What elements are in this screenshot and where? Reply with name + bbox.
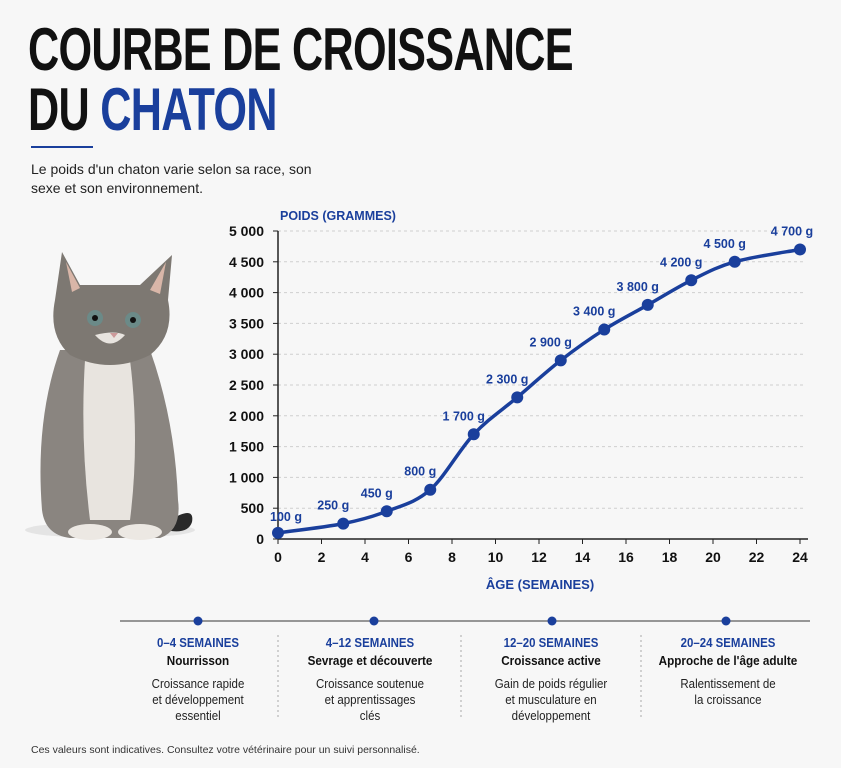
growth-curve bbox=[277, 247, 801, 535]
x-tick-label: 14 bbox=[575, 549, 591, 565]
y-tick-label: 0 bbox=[256, 531, 264, 547]
subtitle: Le poids d'un chaton varie selon sa race… bbox=[31, 161, 312, 196]
stage-12-20: 12–20 SEMAINES Croissance active Gain de… bbox=[466, 635, 636, 724]
y-tick-label: 3 000 bbox=[229, 346, 264, 362]
footer-note: Ces valeurs sont indicatives. Consultez … bbox=[31, 744, 420, 756]
data-label: 3 400 g bbox=[573, 305, 615, 319]
y-tick-label: 2 000 bbox=[229, 408, 264, 424]
timeline bbox=[120, 616, 810, 720]
x-tick-label: 22 bbox=[749, 549, 765, 565]
stage-name: Nourrisson bbox=[166, 653, 230, 668]
stage-name: Croissance active bbox=[501, 653, 601, 668]
data-label: 4 200 g bbox=[660, 255, 702, 269]
stage-name: Approche de l'âge adulte bbox=[658, 653, 798, 668]
page-title-line1: COURBE DE CROISSANCE bbox=[28, 16, 574, 83]
x-axis-label: ÂGE (SEMAINES) bbox=[486, 577, 594, 592]
y-tick-label: 1 500 bbox=[229, 439, 264, 455]
y-tick-label: 2 500 bbox=[229, 377, 264, 393]
data-label: 800 g bbox=[404, 465, 436, 479]
stage-range: 12–20 SEMAINES bbox=[503, 635, 599, 650]
data-point bbox=[380, 505, 393, 518]
data-point bbox=[641, 298, 654, 311]
stage-4-12: 4–12 SEMAINES Sevrage et découverte Croi… bbox=[285, 635, 455, 724]
x-tick-label: 10 bbox=[488, 549, 504, 565]
data-point bbox=[272, 526, 284, 539]
x-tick-label: 2 bbox=[318, 549, 326, 565]
data-label: 1 700 g bbox=[443, 409, 485, 423]
page-title-line2: DU CHATON bbox=[28, 80, 277, 140]
y-tick-label: 3 500 bbox=[229, 315, 264, 331]
data-label: 250 g bbox=[317, 499, 349, 513]
x-tick-label: 24 bbox=[792, 549, 808, 565]
data-point bbox=[728, 255, 741, 268]
title-prefix: DU bbox=[28, 76, 90, 143]
stage-0-4: 0–4 SEMAINES Nourrisson Croissance rapid… bbox=[113, 635, 283, 724]
y-tick-label: 4 500 bbox=[229, 254, 264, 270]
y-tick-label: 500 bbox=[241, 500, 265, 516]
stage-range: 4–12 SEMAINES bbox=[325, 635, 415, 650]
stage-desc: Ralentissement de la croissance bbox=[680, 677, 776, 707]
x-tick-label: 12 bbox=[531, 549, 547, 565]
data-label: 2 300 g bbox=[486, 372, 528, 386]
data-point bbox=[337, 517, 350, 530]
data-label: 4 500 g bbox=[704, 237, 746, 251]
x-tick-label: 16 bbox=[618, 549, 634, 565]
data-label: 450 g bbox=[361, 486, 393, 500]
x-tick-label: 20 bbox=[705, 549, 721, 565]
data-label: 100 g bbox=[270, 510, 302, 524]
timeline-dot bbox=[721, 616, 731, 626]
timeline-dot bbox=[547, 616, 557, 626]
y-tick-label: 5 000 bbox=[229, 223, 264, 239]
stage-range: 0–4 SEMAINES bbox=[156, 635, 240, 650]
stage-20-24: 20–24 SEMAINES Approche de l'âge adulte … bbox=[643, 635, 813, 708]
data-point bbox=[685, 274, 698, 287]
stage-name: Sevrage et découverte bbox=[307, 653, 433, 668]
title-underline bbox=[31, 146, 93, 148]
x-tick-label: 8 bbox=[448, 549, 456, 565]
data-point bbox=[511, 391, 524, 404]
timeline-dot bbox=[193, 616, 203, 626]
title-accent: CHATON bbox=[100, 76, 277, 143]
x-tick-label: 18 bbox=[662, 549, 678, 565]
data-point bbox=[467, 428, 480, 441]
data-point bbox=[424, 483, 437, 496]
stage-desc: Gain de poids régulier et musculature en… bbox=[494, 677, 608, 723]
x-tick-label: 4 bbox=[361, 549, 369, 565]
timeline-dot bbox=[369, 616, 379, 626]
kitten-illustration bbox=[25, 252, 195, 540]
stage-range: 20–24 SEMAINES bbox=[680, 635, 776, 650]
data-point bbox=[794, 243, 806, 256]
stage-desc: Croissance soutenue et apprentissages cl… bbox=[315, 677, 425, 723]
x-tick-label: 0 bbox=[274, 549, 282, 565]
y-tick-label: 4 000 bbox=[229, 285, 264, 301]
y-tick-label: 1 000 bbox=[229, 469, 264, 485]
data-label: 4 700 g bbox=[771, 224, 813, 238]
x-tick-label: 6 bbox=[405, 549, 413, 565]
stage-desc: Croissance rapide et développement essen… bbox=[151, 677, 245, 723]
data-point bbox=[554, 354, 567, 367]
data-label: 3 800 g bbox=[617, 280, 659, 294]
data-point bbox=[598, 323, 611, 336]
data-label: 2 900 g bbox=[530, 335, 572, 349]
y-axis-label: POIDS (GRAMMES) bbox=[280, 209, 396, 223]
